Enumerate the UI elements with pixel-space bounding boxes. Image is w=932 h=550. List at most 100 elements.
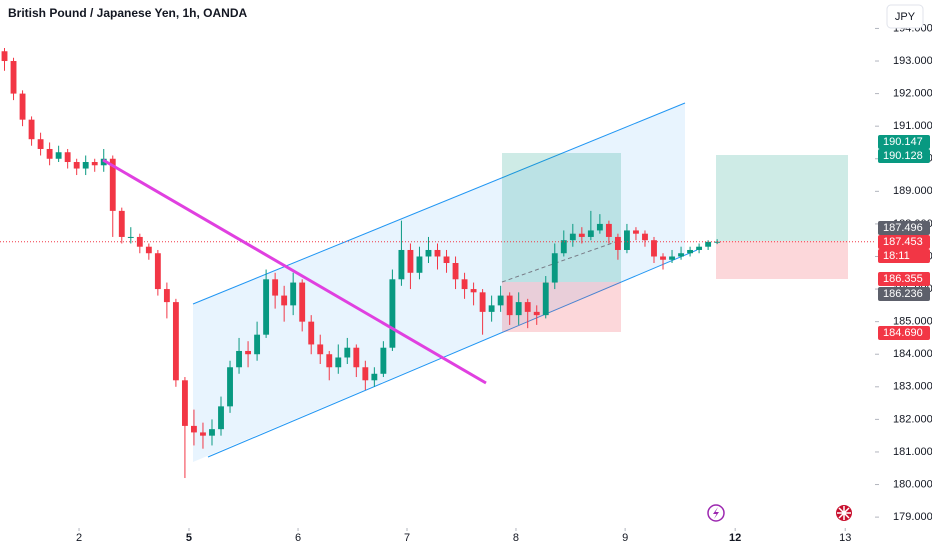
candle-body [687, 249, 694, 254]
candle-body [696, 246, 703, 250]
candle-body [55, 152, 62, 159]
candle-body [416, 256, 423, 273]
candle-body [389, 279, 396, 348]
candle-body [236, 350, 242, 368]
candle-body [624, 230, 630, 250]
candle-body [181, 380, 188, 426]
candle-body [263, 279, 270, 335]
event-icon-bolt[interactable] [713, 507, 719, 519]
y-tick-label: 183.000 [893, 381, 932, 393]
candle-body [470, 289, 477, 293]
candle-body [524, 302, 531, 312]
price-axis: 179.000 180.000 181.000 182.000 183.000 184.0… [76, 22, 932, 544]
price-label-box [878, 235, 930, 249]
candle-body [127, 236, 134, 238]
candle-body [209, 429, 215, 436]
candle-body [254, 334, 261, 355]
x-tick-label: 6 [295, 532, 301, 544]
y-tick-label: 193.000 [893, 55, 932, 67]
x-tick-label: 9 [622, 532, 628, 544]
candle-body [678, 253, 684, 257]
candle-body [335, 357, 342, 368]
candle-body [172, 302, 179, 381]
candle-body [353, 347, 360, 368]
candle-body [614, 236, 621, 250]
candle-body [660, 256, 666, 260]
price-label: 187.496 [883, 222, 923, 234]
candle-body [281, 295, 288, 306]
candle-body [245, 350, 251, 355]
price-label-box [878, 287, 930, 301]
candle-body [651, 240, 657, 257]
currency-button[interactable] [886, 4, 924, 29]
candle-body [37, 139, 44, 149]
y-tick-label: 182.000 [893, 413, 932, 425]
candle-body [551, 253, 558, 283]
candle-body [19, 93, 26, 120]
y-tick-label: 185.000 [893, 316, 932, 328]
candle-body [290, 282, 297, 306]
channel-upper [192, 102, 686, 305]
long-stop-zone [502, 282, 621, 332]
x-tick-label: 8 [513, 532, 519, 544]
candle-body [154, 253, 161, 290]
candle-body [398, 249, 405, 280]
candle-body [506, 295, 513, 316]
candle-body [443, 256, 450, 264]
price-label: 190.147 [883, 136, 923, 148]
candle-body [326, 354, 333, 368]
price-label-box [878, 221, 930, 235]
price-label-box [878, 149, 930, 163]
flag-cross[interactable] [837, 506, 851, 520]
price-label: 186.236 [883, 288, 923, 300]
candle-body [669, 256, 675, 260]
economic-event-icon[interactable] [836, 505, 852, 521]
candle-body [191, 425, 197, 433]
event-icon[interactable] [707, 504, 725, 522]
candle-body [605, 223, 612, 237]
candle-body [560, 240, 567, 254]
price-label: 184.690 [883, 327, 923, 339]
candle-body [407, 249, 414, 273]
y-tick-label: 191.000 [893, 120, 932, 132]
candle-body [596, 223, 603, 231]
candle-body [136, 236, 143, 247]
long-entry-path [501, 239, 622, 283]
candle-body [488, 305, 495, 312]
candle-body [28, 119, 35, 140]
candle-body [308, 321, 315, 345]
candle-body [578, 233, 585, 237]
x-tick-label: 13 [839, 532, 851, 544]
x-tick-label: 7 [404, 532, 410, 544]
candle-body [705, 241, 712, 247]
price-label: 190.128 [883, 150, 923, 162]
long-stop-zone [716, 241, 848, 279]
candle-body [497, 295, 504, 306]
y-tick-label: 192.000 [893, 88, 932, 100]
candle-body [109, 158, 116, 211]
candle-body [272, 279, 279, 296]
y-tick-label: 180.000 [893, 478, 932, 490]
candle-body [163, 289, 170, 303]
candle-body [1, 51, 8, 62]
long-target-zone [716, 155, 848, 241]
price-label: 187.453 [883, 236, 923, 248]
candle-body [542, 282, 549, 316]
x-tick-label: 12 [729, 532, 741, 544]
candle-body [10, 61, 17, 94]
candle-body [299, 282, 306, 322]
y-tick-label: 181.000 [893, 446, 932, 458]
candle-body [46, 148, 53, 159]
x-tick-label: 2 [76, 532, 82, 544]
currency-label[interactable]: JPY [895, 11, 916, 23]
candle-body [633, 230, 639, 234]
candle-body [434, 249, 441, 257]
candle-body [587, 230, 594, 237]
y-tick-label: 184.000 [893, 348, 932, 360]
candle-body [317, 344, 324, 355]
candle-body [218, 406, 224, 430]
price-label: 186.355 [883, 273, 923, 285]
candle-body [64, 152, 71, 163]
y-tick-label: 189.000 [893, 185, 932, 197]
